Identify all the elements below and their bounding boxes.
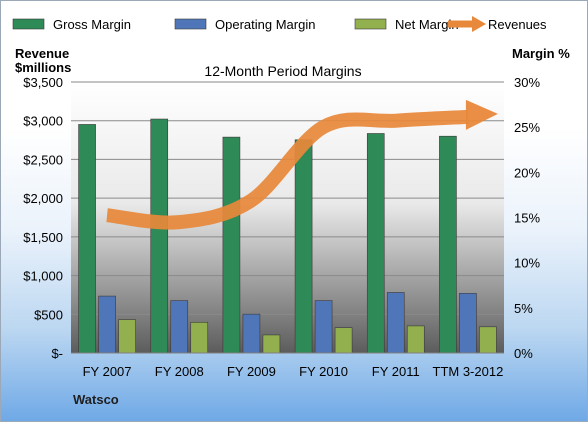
- x-axis-category-label: FY 2010: [299, 364, 348, 379]
- left-axis-tick-label: $3,000: [23, 114, 63, 129]
- bar-net-margin: [406, 325, 425, 354]
- bar-gross-margin: [366, 133, 385, 354]
- right-axis-tick-label: 5%: [514, 301, 533, 316]
- bar-net-margin: [190, 321, 209, 354]
- right-axis-tick-label: 30%: [514, 75, 540, 90]
- bar-gross-margin: [439, 135, 457, 354]
- chart-title: 12-Month Period Margins: [204, 63, 361, 79]
- bar-operating-margin: [386, 292, 405, 354]
- bar-net-margin: [262, 334, 281, 354]
- right-axis-tick-label: 15%: [514, 211, 540, 226]
- bar-gross-margin: [78, 124, 96, 354]
- x-axis-category-label: FY 2011: [372, 364, 420, 379]
- legend-label: Gross Margin: [53, 17, 131, 32]
- right-axis-tick-label: 0%: [514, 346, 533, 361]
- bar-operating-margin: [459, 293, 477, 354]
- legend-label: Net Margin: [395, 17, 459, 32]
- x-axis-category-label: FY 2007: [83, 364, 132, 379]
- x-axis-category-label: FY 2008: [155, 364, 204, 379]
- legend: Gross Margin Operating Margin Net Margin Re…: [12, 16, 547, 32]
- bar-gross-margin: [294, 139, 313, 354]
- bar-gross-margin: [222, 136, 241, 354]
- right-axis-tick-label: 25%: [514, 120, 540, 135]
- axes-group: $- $500 $1,000 $1,500 $2,000 $2,500 $3,000 $3,5…: [23, 75, 540, 379]
- right-axis-label: Margin %: [512, 46, 570, 61]
- revenue-line-arrowhead: [465, 99, 498, 130]
- revenue-line-group: [106, 99, 498, 230]
- x-axis-category-label: FY 2009: [227, 364, 276, 379]
- left-axis-tick-label: $1,000: [23, 269, 63, 284]
- bar-operating-margin: [98, 295, 116, 354]
- revenue-line: [106, 109, 469, 230]
- legend-swatch: [354, 18, 387, 30]
- left-axis-tick-label: $2,000: [23, 191, 63, 206]
- bar-operating-margin: [170, 300, 189, 354]
- bars-group: [78, 118, 497, 354]
- left-axis-label-line2: $millions: [15, 60, 71, 75]
- bar-net-margin: [118, 319, 136, 354]
- x-axis-category-label: TTM 3-2012: [433, 364, 504, 379]
- bar-operating-margin: [242, 313, 261, 354]
- left-axis-tick-label: $-: [51, 346, 63, 361]
- company-name: Watsco: [73, 392, 119, 407]
- legend-arrow-icon: [472, 16, 486, 32]
- left-axis-tick-label: $1,500: [23, 230, 63, 245]
- legend-label: Operating Margin: [215, 17, 315, 32]
- left-axis-tick-label: $2,500: [23, 152, 63, 167]
- bar-net-margin: [479, 326, 497, 354]
- right-axis-tick-label: 20%: [514, 165, 540, 180]
- bar-gross-margin: [150, 118, 169, 354]
- legend-swatch: [12, 18, 45, 30]
- legend-swatch: [174, 18, 207, 30]
- left-axis-tick-label: $3,500: [23, 75, 63, 90]
- legend-label: Revenues: [488, 17, 547, 32]
- bar-net-margin: [334, 327, 353, 354]
- left-axis-label-line1: Revenue: [15, 46, 69, 61]
- left-axis-tick-label: $500: [34, 307, 63, 322]
- bar-operating-margin: [314, 300, 333, 354]
- right-axis-tick-label: 10%: [514, 256, 540, 271]
